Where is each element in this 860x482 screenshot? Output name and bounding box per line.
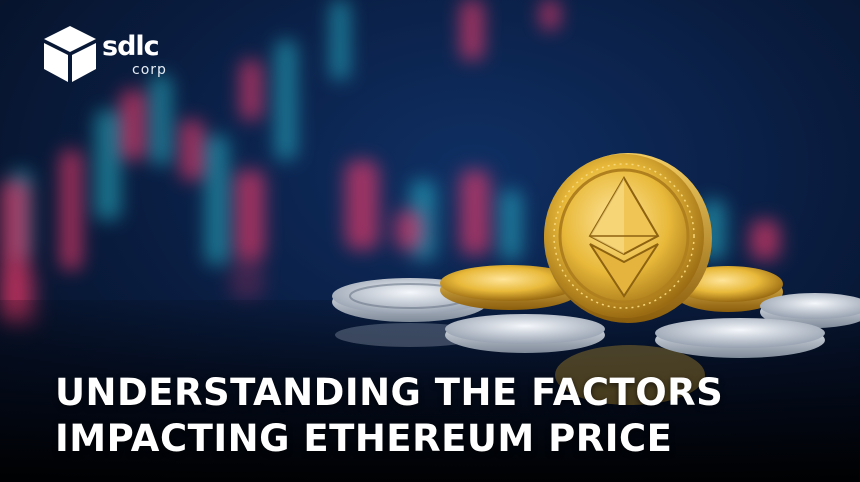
cube-icon [44, 26, 96, 82]
banner-headline: UNDERSTANDING THE FACTORS IMPACTING ETHE… [55, 370, 835, 462]
ethereum-coin-icon [544, 153, 712, 323]
headline-line-2: IMPACTING ETHEREUM PRICE [55, 417, 673, 460]
sdlc-corp-logo[interactable]: sdlc corp [42, 24, 182, 84]
ethereum-coins-illustration [332, 153, 860, 405]
headline-line-1: UNDERSTANDING THE FACTORS [55, 371, 724, 414]
logo-brand-name: sdlc [102, 31, 160, 62]
logo-brand-sub: corp [132, 62, 167, 78]
